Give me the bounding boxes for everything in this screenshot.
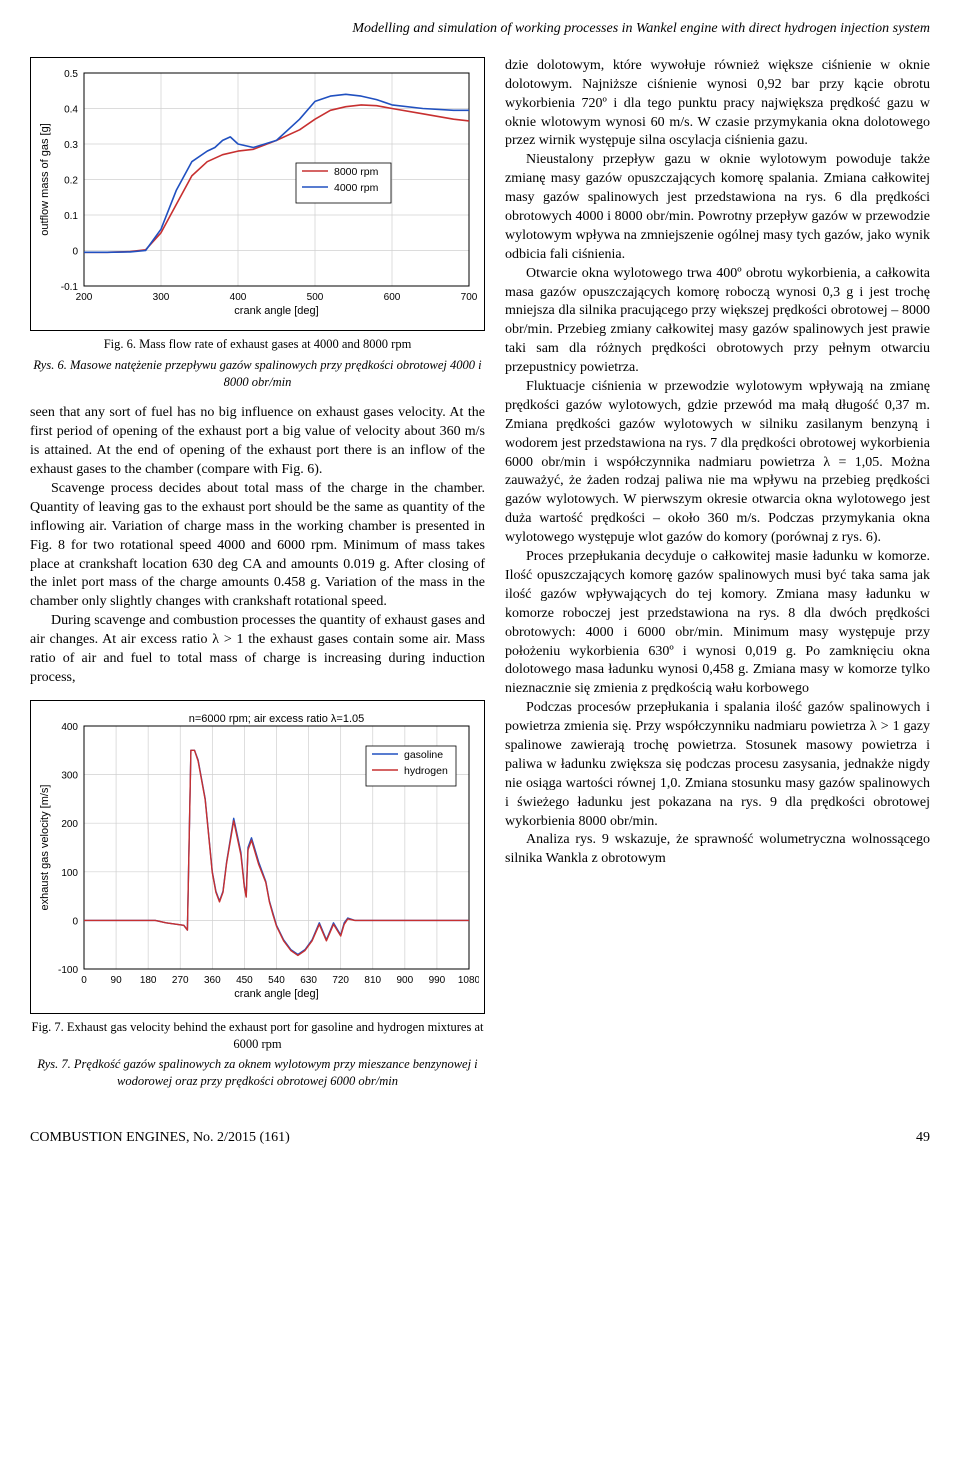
- body-text: Podczas procesów przepłukania i spalania…: [505, 699, 930, 831]
- svg-text:0: 0: [72, 246, 78, 257]
- svg-text:100: 100: [61, 868, 78, 879]
- svg-text:0: 0: [81, 975, 87, 986]
- figure-6-caption-en: Fig. 6. Mass flow rate of exhaust gases …: [30, 336, 485, 353]
- svg-text:450: 450: [236, 975, 253, 986]
- svg-text:270: 270: [172, 975, 189, 986]
- svg-text:0.3: 0.3: [64, 140, 78, 151]
- body-text: During scavenge and combustion processes…: [30, 612, 485, 688]
- svg-text:200: 200: [61, 819, 78, 830]
- svg-text:8000 rpm: 8000 rpm: [334, 166, 379, 178]
- svg-text:900: 900: [396, 975, 413, 986]
- svg-text:400: 400: [61, 722, 78, 733]
- body-text: Nieustalony przepływ gazu w oknie wyloto…: [505, 151, 930, 264]
- svg-text:720: 720: [332, 975, 349, 986]
- body-text: Analiza rys. 9 wskazuje, że sprawność wo…: [505, 831, 930, 869]
- svg-text:4000 rpm: 4000 rpm: [334, 182, 379, 194]
- svg-text:360: 360: [204, 975, 221, 986]
- svg-text:crank angle [deg]: crank angle [deg]: [234, 305, 318, 317]
- page-header: Modelling and simulation of working proc…: [30, 20, 930, 39]
- svg-text:gasoline: gasoline: [404, 749, 443, 761]
- svg-text:0.4: 0.4: [64, 104, 78, 115]
- figure-6-caption-it: Rys. 6. Masowe natężenie przepływu gazów…: [30, 357, 485, 391]
- footer-page-number: 49: [916, 1129, 930, 1148]
- svg-text:600: 600: [384, 292, 401, 303]
- svg-text:n=6000 rpm; air excess ratio λ: n=6000 rpm; air excess ratio λ=1.05: [189, 713, 364, 725]
- svg-text:1080: 1080: [458, 975, 479, 986]
- svg-text:700: 700: [461, 292, 478, 303]
- figure-7-chart: 0 90 180 270 360 450 540 630 720 810 900 990 1080 -10…: [30, 700, 485, 1014]
- body-text: dzie dolotowym, które wywołuje również w…: [505, 57, 930, 151]
- svg-text:outflow mass of gas [g]: outflow mass of gas [g]: [39, 123, 51, 236]
- svg-text:90: 90: [111, 975, 123, 986]
- body-text: Otwarcie okna wylotowego trwa 400º obrot…: [505, 265, 930, 378]
- svg-text:300: 300: [153, 292, 170, 303]
- svg-text:300: 300: [61, 770, 78, 781]
- svg-text:0.5: 0.5: [64, 69, 78, 80]
- svg-text:-100: -100: [58, 965, 78, 976]
- svg-text:0.1: 0.1: [64, 211, 78, 222]
- svg-text:630: 630: [300, 975, 317, 986]
- figure-7-caption-en: Fig. 7. Exhaust gas velocity behind the …: [30, 1019, 485, 1053]
- svg-text:540: 540: [268, 975, 285, 986]
- svg-text:180: 180: [140, 975, 157, 986]
- svg-text:exhaust gas velocity [m/s]: exhaust gas velocity [m/s]: [39, 784, 51, 910]
- figure-6-chart: 200 300 400 500 600 700 -0.1 0 0.1 0.2 0.3 0.4 0.5 cr…: [30, 57, 485, 331]
- body-text: Scavenge process decides about total mas…: [30, 480, 485, 612]
- body-text: Fluktuacje ciśnienia w przewodzie wyloto…: [505, 378, 930, 548]
- svg-text:-0.1: -0.1: [61, 282, 79, 293]
- svg-text:400: 400: [230, 292, 247, 303]
- footer-journal: COMBUSTION ENGINES, No. 2/2015 (161): [30, 1129, 290, 1148]
- svg-text:crank angle [deg]: crank angle [deg]: [234, 988, 318, 1000]
- svg-text:0.2: 0.2: [64, 175, 78, 186]
- svg-text:200: 200: [76, 292, 93, 303]
- figure-7-caption-it: Rys. 7. Prędkość gazów spalinowych za ok…: [30, 1056, 485, 1090]
- svg-text:810: 810: [364, 975, 381, 986]
- svg-text:0: 0: [72, 916, 78, 927]
- svg-text:500: 500: [307, 292, 324, 303]
- body-text: Proces przepłukania decyduje o całkowite…: [505, 548, 930, 699]
- svg-text:hydrogen: hydrogen: [404, 765, 448, 777]
- body-text: seen that any sort of fuel has no big in…: [30, 404, 485, 480]
- svg-text:990: 990: [429, 975, 446, 986]
